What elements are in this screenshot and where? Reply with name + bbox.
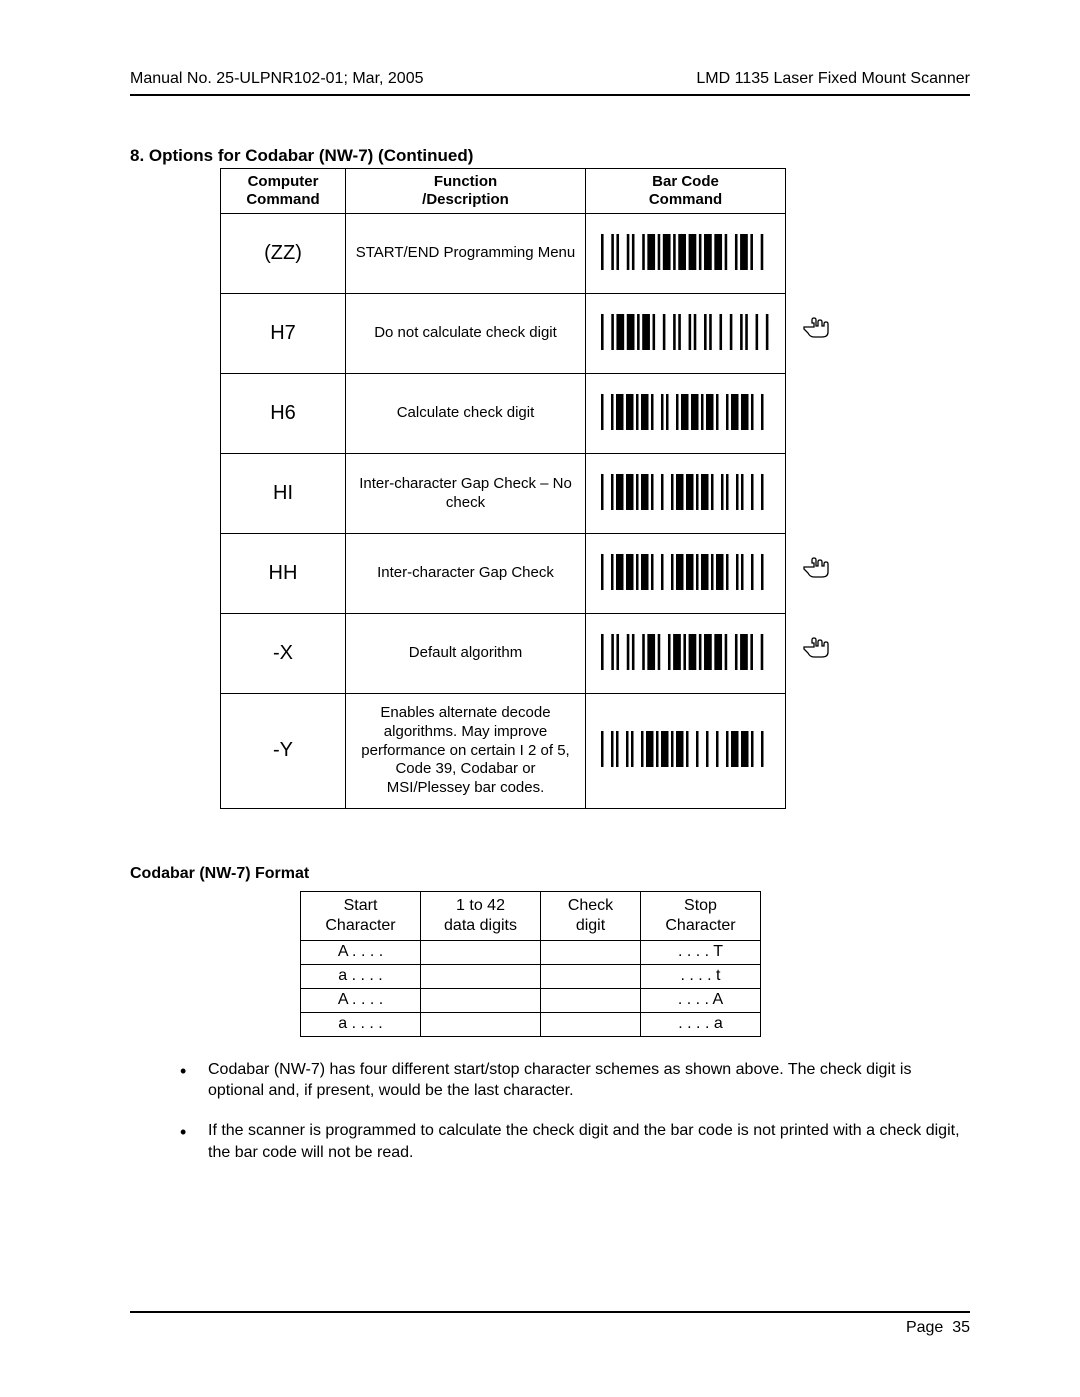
page-footer: Page 35 xyxy=(130,1311,970,1337)
fmt-cell-start: A . . . . xyxy=(301,940,421,964)
table-row: HIInter-character Gap Check – No check xyxy=(221,454,786,534)
page-header: Manual No. 25-ULPNR102-01; Mar, 2005 LMD… xyxy=(130,70,970,96)
th-text: Computer xyxy=(248,173,319,190)
cell-description: Default algorithm xyxy=(346,614,586,694)
note-item: If the scanner is programmed to calculat… xyxy=(180,1120,970,1163)
table-row: -XDefault algorithm xyxy=(221,614,786,694)
cell-description: Enables alternate decode algorithms. May… xyxy=(346,694,586,809)
cell-barcode xyxy=(586,454,786,534)
header-right: LMD 1135 Laser Fixed Mount Scanner xyxy=(696,70,970,88)
cell-barcode xyxy=(586,374,786,454)
main-table-wrap: Computer Command Function /Description B… xyxy=(130,168,970,809)
pointer-icon xyxy=(800,317,830,343)
fmt-cell-stop: . . . . t xyxy=(641,964,761,988)
footer-label: Page xyxy=(906,1319,943,1336)
fmt-cell-stop: . . . . T xyxy=(641,940,761,964)
page: Manual No. 25-ULPNR102-01; Mar, 2005 LMD… xyxy=(0,0,1080,1397)
format-table: StartCharacter 1 to 42data digits Checkd… xyxy=(300,891,761,1037)
fmt-cell-check xyxy=(541,1012,641,1036)
cell-barcode xyxy=(586,694,786,809)
th-text: /Description xyxy=(422,191,509,208)
cell-command: (ZZ) xyxy=(221,214,346,294)
format-row: A . . . . . . . . A xyxy=(301,988,761,1012)
table-row: -YEnables alternate decode algorithms. M… xyxy=(221,694,786,809)
cell-barcode xyxy=(586,534,786,614)
cell-description: Inter-character Gap Check xyxy=(346,534,586,614)
fmt-col-check: Checkdigit xyxy=(541,891,641,940)
cell-command: H7 xyxy=(221,294,346,374)
cell-description: Inter-character Gap Check – No check xyxy=(346,454,586,534)
table-row: H6Calculate check digit xyxy=(221,374,786,454)
cell-barcode xyxy=(586,614,786,694)
fmt-cell-digits xyxy=(421,988,541,1012)
format-row: a . . . . . . . . t xyxy=(301,964,761,988)
fmt-col-start: StartCharacter xyxy=(301,891,421,940)
fmt-cell-digits xyxy=(421,1012,541,1036)
th-text: Command xyxy=(246,191,319,208)
fmt-cell-digits xyxy=(421,964,541,988)
format-table-body: A . . . .. . . . Ta . . . .. . . . tA . … xyxy=(301,940,761,1036)
fmt-cell-digits xyxy=(421,940,541,964)
section-title: 8. Options for Codabar (NW-7) (Continued… xyxy=(130,146,970,166)
col-header-barcode-command: Bar Code Command xyxy=(586,169,786,214)
fmt-col-digits: 1 to 42data digits xyxy=(421,891,541,940)
th-text: Command xyxy=(649,191,722,208)
footer-page-number: 35 xyxy=(952,1319,970,1336)
notes-list: Codabar (NW-7) has four different start/… xyxy=(180,1059,970,1163)
fmt-cell-stop: . . . . a xyxy=(641,1012,761,1036)
table-row: (ZZ)START/END Programming Menu xyxy=(221,214,786,294)
cell-barcode xyxy=(586,214,786,294)
th-text: Bar Code xyxy=(652,173,719,190)
cell-command: -Y xyxy=(221,694,346,809)
fmt-cell-check xyxy=(541,940,641,964)
cell-command: -X xyxy=(221,614,346,694)
fmt-col-stop: StopCharacter xyxy=(641,891,761,940)
cell-description: START/END Programming Menu xyxy=(346,214,586,294)
header-left: Manual No. 25-ULPNR102-01; Mar, 2005 xyxy=(130,70,424,88)
pointer-column xyxy=(800,168,840,768)
pointer-icon xyxy=(800,557,830,583)
cell-barcode xyxy=(586,294,786,374)
cell-command: H6 xyxy=(221,374,346,454)
cell-command: HI xyxy=(221,454,346,534)
table-row: HHInter-character Gap Check xyxy=(221,534,786,614)
format-header-row: StartCharacter 1 to 42data digits Checkd… xyxy=(301,891,761,940)
options-table: Computer Command Function /Description B… xyxy=(220,168,786,809)
pointer-icon xyxy=(800,637,830,663)
cell-description: Do not calculate check digit xyxy=(346,294,586,374)
table-row: H7Do not calculate check digit xyxy=(221,294,786,374)
col-header-function-description: Function /Description xyxy=(346,169,586,214)
options-table-body: (ZZ)START/END Programming MenuH7Do not c… xyxy=(221,214,786,809)
format-row: a . . . . . . . . a xyxy=(301,1012,761,1036)
col-header-computer-command: Computer Command xyxy=(221,169,346,214)
fmt-cell-start: a . . . . xyxy=(301,1012,421,1036)
fmt-cell-start: A . . . . xyxy=(301,988,421,1012)
th-text: Function xyxy=(434,173,497,190)
format-row: A . . . . . . . . T xyxy=(301,940,761,964)
format-title: Codabar (NW-7) Format xyxy=(130,865,970,883)
table-header-row: Computer Command Function /Description B… xyxy=(221,169,786,214)
cell-description: Calculate check digit xyxy=(346,374,586,454)
fmt-cell-check xyxy=(541,988,641,1012)
fmt-cell-start: a . . . . xyxy=(301,964,421,988)
cell-command: HH xyxy=(221,534,346,614)
fmt-cell-stop: . . . . A xyxy=(641,988,761,1012)
note-item: Codabar (NW-7) has four different start/… xyxy=(180,1059,970,1102)
fmt-cell-check xyxy=(541,964,641,988)
